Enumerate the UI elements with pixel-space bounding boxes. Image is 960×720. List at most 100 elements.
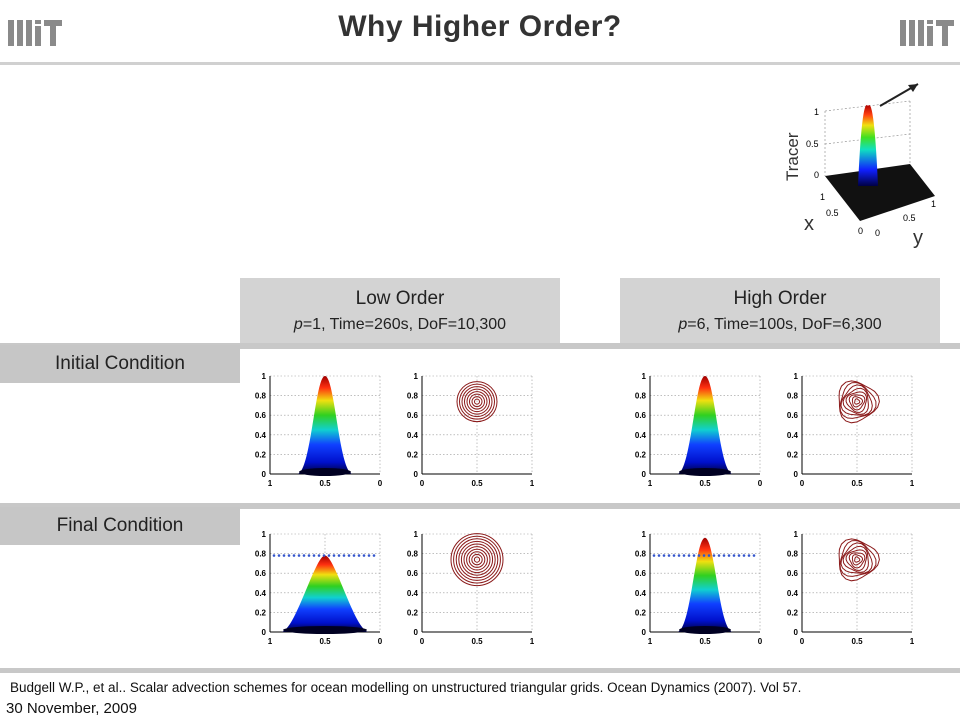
- contour-ring: [466, 391, 488, 413]
- initial-peak-level-dot: [292, 554, 296, 557]
- contour-ring: [840, 384, 873, 416]
- initial-peak-level-dot: [357, 554, 361, 557]
- y-tick-label: 1: [794, 372, 799, 381]
- initial-peak-level-dot: [657, 554, 661, 557]
- inset-x-label: x: [804, 213, 814, 235]
- contour-ring: [838, 538, 880, 582]
- inset-xtick: 1: [820, 192, 825, 202]
- initial-peak-level-dot: [732, 554, 736, 557]
- contour-ring: [471, 553, 483, 566]
- low-order-header: Low Order p=1, Time=260s, DoF=10,300: [240, 278, 560, 343]
- initial-peak-level-dot: [737, 554, 741, 557]
- x-tick-label: 0: [378, 479, 383, 488]
- x-tick-label: 0.5: [319, 637, 331, 646]
- tracer-peak-surface: [677, 376, 733, 474]
- y-tick-label: 0.6: [407, 411, 419, 420]
- y-tick-label: 0.2: [635, 608, 647, 617]
- y-tick-label: 0.2: [635, 450, 647, 459]
- y-tick-label: 0.4: [787, 431, 799, 440]
- x-tick-label: 0.5: [699, 479, 711, 488]
- contour-ring: [473, 556, 481, 563]
- contour-ring: [848, 394, 866, 411]
- initial-peak-level-dot: [362, 554, 366, 557]
- surface-base-shadow: [299, 468, 351, 476]
- contour-ring: [469, 393, 485, 410]
- y-tick-label: 0.4: [255, 431, 267, 440]
- contour-ring: [453, 535, 501, 584]
- tracer-inset-3d-plot: 1 0.5 0 Tracer 1 0.5 0 0 0.5 1 x y: [783, 83, 936, 249]
- x-tick-label: 0.5: [471, 479, 483, 488]
- contour-ring: [464, 388, 490, 415]
- y-tick-label: 0.2: [255, 450, 267, 459]
- y-tick-label: 0.6: [255, 569, 267, 578]
- initial-peak-level-dot: [297, 554, 301, 557]
- inset-xtick: 0.5: [826, 208, 839, 218]
- contour-ring: [455, 538, 499, 581]
- low-order-title: Low Order: [355, 288, 445, 309]
- y-tick-label: 0.8: [635, 550, 647, 559]
- contour-ring: [466, 548, 488, 571]
- contour-ring: [848, 552, 866, 569]
- y-tick-label: 0.6: [407, 569, 419, 578]
- y-tick-label: 0: [414, 470, 419, 479]
- y-tick-label: 0: [642, 470, 647, 479]
- initial-peak-level-dot: [747, 554, 751, 557]
- x-tick-label: 0: [378, 637, 383, 646]
- y-tick-label: 0.4: [407, 589, 419, 598]
- inset-ztick: 0: [814, 170, 819, 180]
- contour-ring: [461, 386, 493, 418]
- y-tick-label: 0.2: [407, 450, 419, 459]
- contour-ring: [842, 545, 869, 573]
- y-tick-label: 0.8: [255, 550, 267, 559]
- initial-peak-level-dot: [302, 554, 306, 557]
- contour-ring: [458, 540, 496, 579]
- low-order-params: p=1, Time=260s, DoF=10,300: [293, 316, 507, 333]
- footer-divider: [0, 668, 960, 673]
- y-tick-label: 0.2: [787, 608, 799, 617]
- y-tick-label: 0: [262, 470, 267, 479]
- contour-ring: [845, 391, 868, 413]
- high-order-params: p=6, Time=100s, DoF=6,300: [678, 316, 882, 333]
- y-tick-label: 1: [414, 372, 419, 381]
- y-tick-label: 1: [262, 372, 267, 381]
- x-tick-label: 1: [268, 637, 273, 646]
- high-order-header: High Order p=6, Time=100s, DoF=6,300: [620, 278, 940, 343]
- high-initial-surface-plot: 10.80.60.40.201 0.5 0: [635, 372, 763, 488]
- contour-ring: [459, 383, 495, 420]
- initial-peak-level-dot: [307, 554, 311, 557]
- x-tick-label: 0.5: [699, 637, 711, 646]
- y-tick-label: 0.2: [787, 450, 799, 459]
- x-tick-label: 1: [910, 479, 915, 488]
- y-tick-label: 0.6: [635, 569, 647, 578]
- final-condition-label: Final Condition: [0, 507, 240, 545]
- x-tick-label: 1: [268, 479, 273, 488]
- initial-peak-level-dot: [697, 554, 701, 557]
- contour-ring: [851, 554, 864, 566]
- initial-peak-level-dot: [347, 554, 351, 557]
- y-tick-label: 0.6: [787, 569, 799, 578]
- inset-ytick: 0: [875, 228, 880, 238]
- y-tick-label: 0: [262, 628, 267, 637]
- y-tick-label: 0.6: [255, 411, 267, 420]
- initial-peak-level-dot: [652, 554, 656, 557]
- title-divider: [0, 62, 960, 65]
- surface-base-shadow: [679, 468, 731, 476]
- initial-peak-level-dot: [672, 554, 676, 557]
- y-tick-label: 0.4: [635, 589, 647, 598]
- initial-peak-level-dot: [277, 554, 281, 557]
- x-tick-label: 1: [648, 637, 653, 646]
- mit-logo-left: [8, 20, 62, 46]
- initial-peak-level-dot: [752, 554, 756, 557]
- low-final-surface-plot: 10.80.60.40.201 0.5 0: [255, 530, 383, 646]
- initial-peak-level-dot: [692, 554, 696, 557]
- initial-peak-level-dot: [717, 554, 721, 557]
- initial-peak-level-dot: [312, 554, 316, 557]
- contour-ring: [840, 542, 873, 574]
- initial-peak-level-dot: [722, 554, 726, 557]
- contour-ring: [474, 398, 480, 405]
- contour-ring: [471, 396, 483, 408]
- date-text: 30 November, 2009: [6, 700, 137, 717]
- surface-base-shadow: [283, 626, 367, 634]
- y-tick-label: 0.2: [407, 608, 419, 617]
- y-tick-label: 0: [794, 470, 799, 479]
